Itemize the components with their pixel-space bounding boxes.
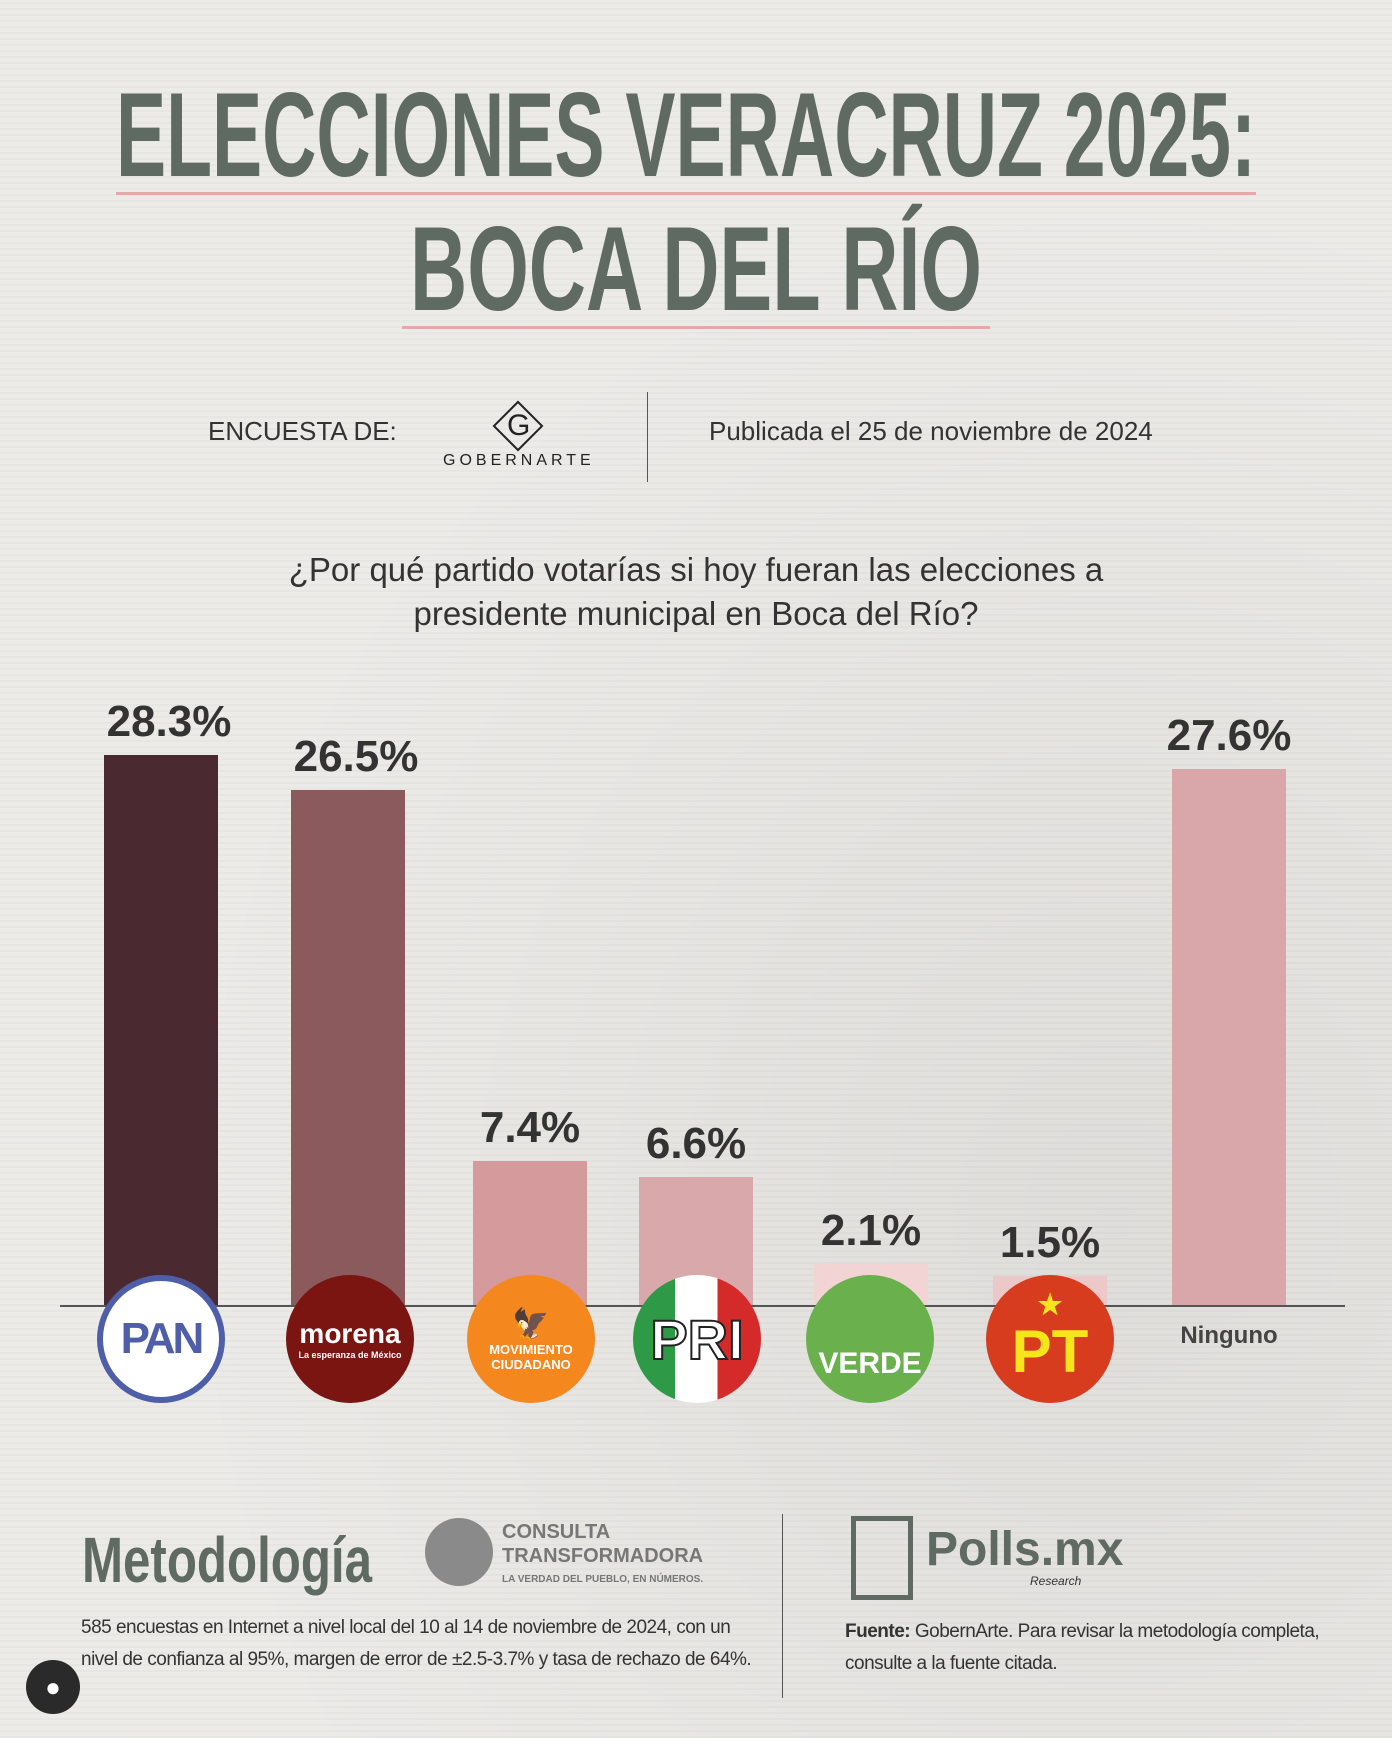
pollster-name: GOBERNARTE [443,452,595,469]
methodology-heading-wrap: Metodología [82,1524,372,1596]
data-label: 7.4% [479,1103,581,1153]
source-text: Fuente: GobernArte. Para revisar la meto… [845,1616,1345,1680]
polls-logo-icon [851,1516,913,1600]
consulta-transformadora-brand: CONSULTA TRANSFORMADORA LA VERDAD DEL PUEB… [502,1521,704,1585]
chart-question: ¿Por qué partido votarías si hoy fueran … [288,551,1104,632]
morena-logo: morena La esperanza de México [286,1275,414,1403]
source-body: GobernArte. Para revisar la metodología … [845,1621,1320,1674]
consulta-transformadora-logo-icon [425,1518,493,1586]
divider [647,392,648,482]
data-label: 1.5% [999,1217,1101,1267]
data-label: 28.3% [106,697,232,746]
pt-logo: ★ PT [986,1275,1114,1403]
published-date: Publicada el 25 de noviembre de 2024 [709,416,1153,446]
star-icon: ★ [1037,1288,1063,1320]
gobernarte-g-icon: G [507,409,531,442]
mc-logo: 🦅 MOVIMIENTO CIUDADANO [467,1275,595,1403]
title-underline [402,326,990,329]
data-label: 27.6% [1166,710,1292,760]
bar-pan [104,755,218,1305]
profile-avatar-icon[interactable]: ● [26,1660,80,1714]
methodology-text: 585 encuestas en Internet a nivel local … [81,1617,752,1670]
data-label: 2.1% [820,1206,922,1256]
ninguno-label: Ninguno [1180,1322,1278,1349]
polls-brand: Polls.mx [926,1523,1124,1576]
data-label: 6.6% [645,1118,747,1168]
title-line2: BOCA DEL RÍO [410,202,982,336]
bar-morena [291,789,405,1305]
title-line1: ELECCIONES VERACRUZ 2025: [116,70,1256,202]
methodology-heading: Metodología [82,1524,372,1596]
eagle-icon: 🦅 [512,1307,550,1341]
verde-logo: VERDE [806,1275,934,1403]
footer-divider [782,1514,783,1698]
polls-sub: Research [1030,1574,1082,1588]
bar-ninguno [1172,768,1286,1305]
pri-logo: PRI [633,1275,761,1403]
title: ELECCIONES VERACRUZ 2025: BOCA DEL RÍO [116,70,1256,336]
title-underline [116,192,1256,195]
source-label: Fuente: [845,1621,911,1642]
pan-logo: PAN [97,1275,225,1403]
data-label: 26.5% [293,731,419,781]
survey-label: ENCUESTA DE: [208,416,397,446]
